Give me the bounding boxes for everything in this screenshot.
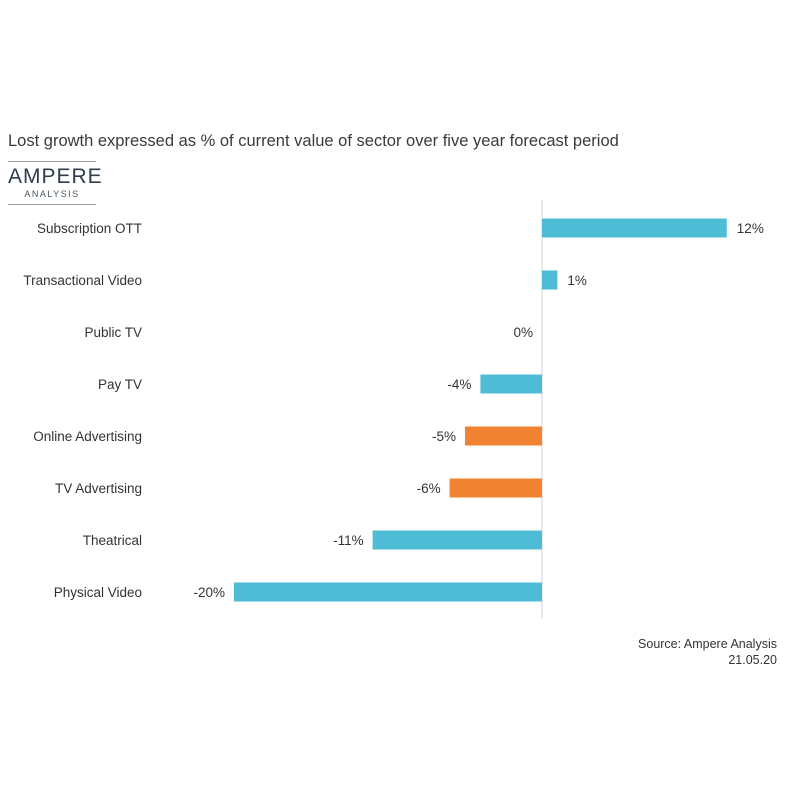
data-label-tv-advertising: -6%: [417, 481, 441, 496]
data-label-physical-video: -20%: [193, 585, 225, 600]
bar-online-advertising: [465, 426, 542, 446]
logo-name: AMPERE: [8, 165, 103, 188]
bar-transactional-video: [542, 270, 558, 290]
category-label-theatrical: Theatrical: [83, 533, 142, 548]
data-label-public-tv: 0%: [513, 325, 533, 340]
category-label-pay-tv: Pay TV: [98, 377, 142, 392]
data-label-pay-tv: -4%: [447, 377, 471, 392]
category-label-public-tv: Public TV: [84, 325, 142, 340]
source-note: Source: Ampere Analysis 21.05.20: [638, 636, 777, 668]
bar-tv-advertising: [449, 478, 542, 498]
category-label-transactional-video: Transactional Video: [23, 273, 142, 288]
category-label-online-advertising: Online Advertising: [33, 429, 142, 444]
data-label-theatrical: -11%: [333, 533, 364, 548]
data-label-online-advertising: -5%: [432, 429, 456, 444]
bar-theatrical: [372, 530, 542, 550]
bar-physical-video: [234, 582, 542, 602]
category-label-tv-advertising: TV Advertising: [55, 481, 142, 496]
ampere-logo: AMPERE ANALYSIS: [8, 161, 103, 205]
bar-subscription-ott: [542, 218, 727, 238]
source-line: Source: Ampere Analysis: [638, 637, 777, 651]
logo-subtitle: ANALYSIS: [24, 189, 80, 199]
source-date: 21.05.20: [728, 653, 777, 667]
chart-title: Lost growth expressed as % of current va…: [8, 132, 619, 150]
data-label-subscription-ott: 12%: [737, 221, 764, 236]
category-label-subscription-ott: Subscription OTT: [37, 221, 142, 236]
category-label-physical-video: Physical Video: [54, 585, 142, 600]
bar-pay-tv: [480, 374, 542, 394]
data-label-transactional-video: 1%: [567, 273, 587, 288]
